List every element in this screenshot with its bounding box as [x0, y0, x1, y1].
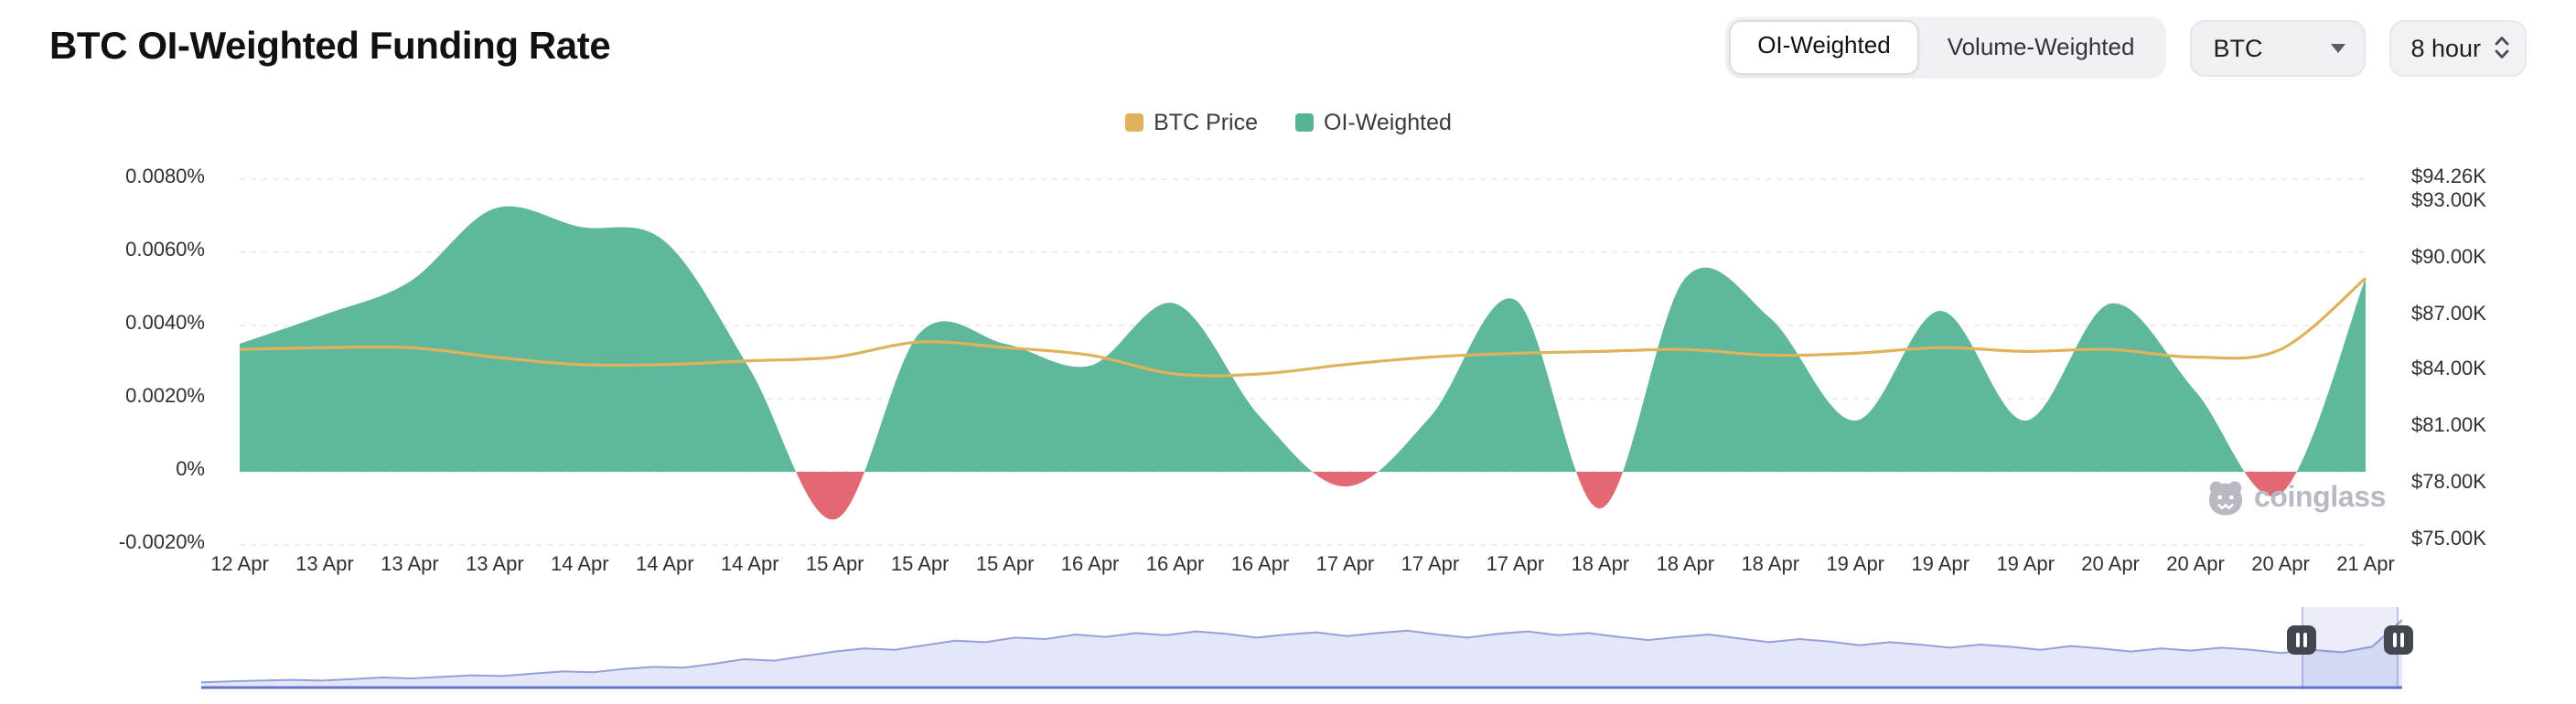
left-axis: 0.0080% 0.0060% 0.0040% 0.0020% 0% -0.0020%	[51, 0, 205, 603]
interval-stepper[interactable]: 8 hour	[2388, 19, 2527, 76]
legend: BTC Price OI-Weighted	[0, 110, 2576, 135]
right-axis-label: $90.00K	[2411, 246, 2486, 269]
x-axis-label: 19 Apr	[1996, 554, 2055, 576]
left-axis-label: -0.0020%	[118, 532, 205, 554]
page-title: BTC OI-Weighted Funding Rate	[49, 26, 611, 68]
legend-swatch	[1294, 113, 1313, 132]
x-axis-label: 13 Apr	[466, 554, 524, 576]
x-axis-label: 14 Apr	[551, 554, 609, 576]
x-axis-label: 18 Apr	[1656, 554, 1715, 576]
symbol-select-value: BTC	[2213, 34, 2263, 61]
x-axis: 12 Apr 13 Apr 13 Apr 13 Apr 14 Apr 14 Apr 14 A…	[0, 554, 2576, 583]
legend-item-oi-weighted[interactable]: OI-Weighted	[1294, 110, 1452, 135]
x-axis-label: 15 Apr	[890, 554, 950, 576]
right-axis-label: $84.00K	[2411, 358, 2486, 381]
coinglass-bear-icon	[2208, 481, 2243, 516]
legend-swatch	[1124, 113, 1143, 132]
x-axis-label: 18 Apr	[1571, 554, 1630, 576]
right-axis-label: $87.00K	[2411, 303, 2486, 325]
x-axis-label: 17 Apr	[1486, 554, 1545, 576]
symbol-select[interactable]: BTC	[2189, 19, 2366, 76]
right-axis-label: $75.00K	[2411, 528, 2486, 550]
x-axis-label: 16 Apr	[1145, 554, 1205, 576]
header: BTC OI-Weighted Funding Rate OI-Weighted…	[0, 0, 2576, 95]
right-axis-label: $78.00K	[2411, 472, 2486, 495]
x-axis-label: 20 Apr	[2166, 554, 2225, 576]
x-axis-label: 21 Apr	[2336, 554, 2395, 576]
left-axis-label: 0.0040%	[125, 313, 205, 335]
toggle-oi-weighted[interactable]: OI-Weighted	[1728, 20, 1920, 75]
right-axis-label: $94.26K	[2411, 166, 2486, 188]
x-axis-label: 16 Apr	[1060, 554, 1120, 576]
x-axis-label: 18 Apr	[1741, 554, 1800, 576]
right-axis-label: $81.00K	[2411, 415, 2486, 438]
navigator-right-handle[interactable]	[2383, 625, 2413, 655]
legend-label: BTC Price	[1154, 110, 1258, 135]
x-axis-label: 12 Apr	[210, 554, 269, 576]
x-axis-label: 15 Apr	[805, 554, 864, 576]
x-axis-label: 17 Apr	[1315, 554, 1375, 576]
chevron-down-icon	[2330, 43, 2345, 52]
legend-label: OI-Weighted	[1324, 110, 1452, 135]
x-axis-label: 14 Apr	[635, 554, 694, 576]
x-axis-label: 14 Apr	[720, 554, 779, 576]
x-axis-label: 19 Apr	[1911, 554, 1970, 576]
watermark: coinglass	[2206, 479, 2386, 517]
x-axis-label: 19 Apr	[1826, 554, 1885, 576]
x-axis-label: 15 Apr	[975, 554, 1035, 576]
left-axis-label: 0.0080%	[125, 166, 205, 188]
x-axis-label: 16 Apr	[1230, 554, 1290, 576]
navigator-left-handle[interactable]	[2286, 625, 2316, 655]
left-axis-label: 0%	[176, 459, 205, 481]
toggle-volume-weighted[interactable]: Volume-Weighted	[1947, 33, 2135, 60]
header-controls: OI-Weighted Volume-Weighted BTC 8 hour	[1724, 16, 2527, 79]
left-axis-label: 0.0020%	[125, 386, 205, 408]
x-axis-label: 13 Apr	[295, 554, 354, 576]
right-axis: $94.26K $93.00K $90.00K $87.00K $84.00K $81.0…	[2411, 0, 2558, 603]
x-axis-label: 20 Apr	[2081, 554, 2140, 576]
up-down-arrows-icon	[2495, 37, 2509, 59]
right-axis-label: $93.00K	[2411, 189, 2486, 212]
left-axis-label: 0.0060%	[125, 240, 205, 261]
watermark-text: coinglass	[2254, 482, 2387, 513]
x-axis-label: 13 Apr	[381, 554, 439, 576]
x-axis-label: 20 Apr	[2251, 554, 2310, 576]
weighting-toggle: OI-Weighted Volume-Weighted	[1724, 16, 2166, 79]
x-axis-label: 17 Apr	[1401, 554, 1460, 576]
interval-value: 8 hour	[2410, 34, 2481, 61]
legend-item-btc-price[interactable]: BTC Price	[1124, 110, 1258, 135]
